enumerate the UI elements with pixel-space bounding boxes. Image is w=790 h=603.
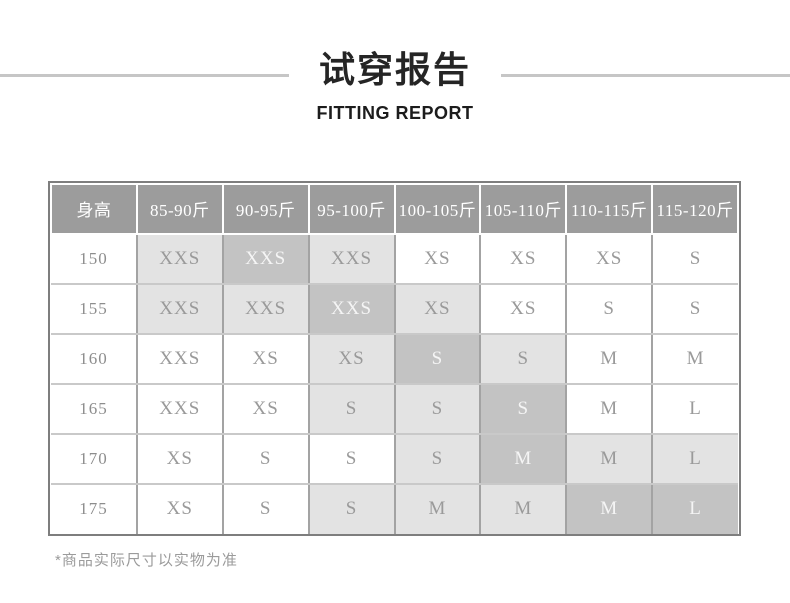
- size-cell: S: [307, 382, 396, 435]
- size-cell: XS: [479, 232, 568, 285]
- col-header-weight-range: 115-120斤: [651, 182, 739, 235]
- size-cell: XXS: [307, 282, 396, 335]
- size-cell: S: [479, 332, 568, 385]
- row-header-height: 155: [51, 282, 138, 335]
- table-head: 身高 85-90斤 90-95斤 95-100斤 100-105斤 105-110斤 110…: [50, 182, 739, 235]
- title-row: 试穿报告: [0, 50, 790, 90]
- size-cell: L: [651, 432, 738, 485]
- size-cell: M: [565, 332, 654, 385]
- size-cell: S: [307, 432, 396, 485]
- page-title: 试穿报告: [319, 49, 472, 90]
- row-header-height: 165: [51, 382, 138, 435]
- size-cell: M: [565, 432, 654, 485]
- size-cell: XXS: [135, 382, 224, 435]
- table-body: 150 XXS XXS XXS XS XS XS S 155 XXS XXS XXS XS XS S S 160…: [51, 232, 738, 534]
- size-cell: XS: [479, 282, 568, 335]
- size-cell: XXS: [135, 232, 224, 285]
- size-cell: M: [565, 382, 654, 435]
- title-block: 试穿报告 FITTING REPORT: [0, 0, 790, 124]
- size-cell: S: [393, 332, 482, 385]
- size-cell: XS: [135, 432, 224, 485]
- table-row: 160 XXS XS XS S S M M: [51, 332, 738, 385]
- size-cell: M: [479, 482, 568, 534]
- row-header-height: 175: [51, 482, 138, 534]
- size-cell: S: [393, 432, 482, 485]
- size-cell: XXS: [221, 282, 310, 335]
- size-cell: M: [393, 482, 482, 534]
- left-divider-line: [0, 74, 289, 78]
- table-row: 150 XXS XXS XXS XS XS XS S: [51, 232, 738, 285]
- size-cell: XS: [307, 332, 396, 385]
- size-cell: XXS: [307, 232, 396, 285]
- size-cell: XS: [221, 382, 310, 435]
- col-header-weight-range: 85-90斤: [135, 182, 224, 235]
- size-cell: S: [221, 432, 310, 485]
- size-cell: S: [651, 282, 738, 335]
- row-header-height: 170: [51, 432, 138, 485]
- table-header-row: 身高 85-90斤 90-95斤 95-100斤 100-105斤 105-110斤 110…: [50, 182, 739, 235]
- size-cell: XS: [565, 232, 654, 285]
- size-cell: XS: [221, 332, 310, 385]
- col-header-weight-range: 105-110斤: [479, 182, 568, 235]
- row-header-height: 150: [51, 232, 138, 285]
- size-cell: S: [479, 382, 568, 435]
- size-cell: XS: [135, 482, 224, 534]
- size-cell: XXS: [135, 282, 224, 335]
- size-cell: XXS: [135, 332, 224, 385]
- size-table-container: 身高 85-90斤 90-95斤 95-100斤 100-105斤 105-110斤 110…: [48, 180, 741, 536]
- col-header-height: 身高: [50, 182, 138, 235]
- size-cell: L: [651, 482, 738, 534]
- col-header-weight-range: 110-115斤: [565, 182, 654, 235]
- size-cell: S: [651, 232, 738, 285]
- size-cell: XXS: [221, 232, 310, 285]
- row-header-height: 160: [51, 332, 138, 385]
- size-cell: L: [651, 382, 738, 435]
- size-cell: XS: [393, 282, 482, 335]
- col-header-weight-range: 95-100斤: [307, 182, 396, 235]
- footnote: *商品实际尺寸以实物为准: [55, 551, 238, 569]
- table-row: 175 XS S S M M M L: [51, 482, 738, 534]
- table-row: 155 XXS XXS XXS XS XS S S: [51, 282, 738, 335]
- col-header-weight-range: 100-105斤: [393, 182, 482, 235]
- size-cell: S: [307, 482, 396, 534]
- table-row: 165 XXS XS S S S M L: [51, 382, 738, 435]
- fitting-table: 身高 85-90斤 90-95斤 95-100斤 100-105斤 105-110斤 110…: [50, 182, 739, 534]
- page-subtitle: FITTING REPORT: [316, 102, 474, 123]
- table-row: 170 XS S S S M M L: [51, 432, 738, 485]
- col-header-weight-range: 90-95斤: [221, 182, 310, 235]
- size-cell: M: [651, 332, 738, 385]
- size-cell: M: [479, 432, 568, 485]
- size-cell: S: [565, 282, 654, 335]
- size-cell: XS: [393, 232, 482, 285]
- right-divider-line: [501, 74, 790, 78]
- size-cell: S: [393, 382, 482, 435]
- size-cell: M: [565, 482, 654, 534]
- size-cell: S: [221, 482, 310, 534]
